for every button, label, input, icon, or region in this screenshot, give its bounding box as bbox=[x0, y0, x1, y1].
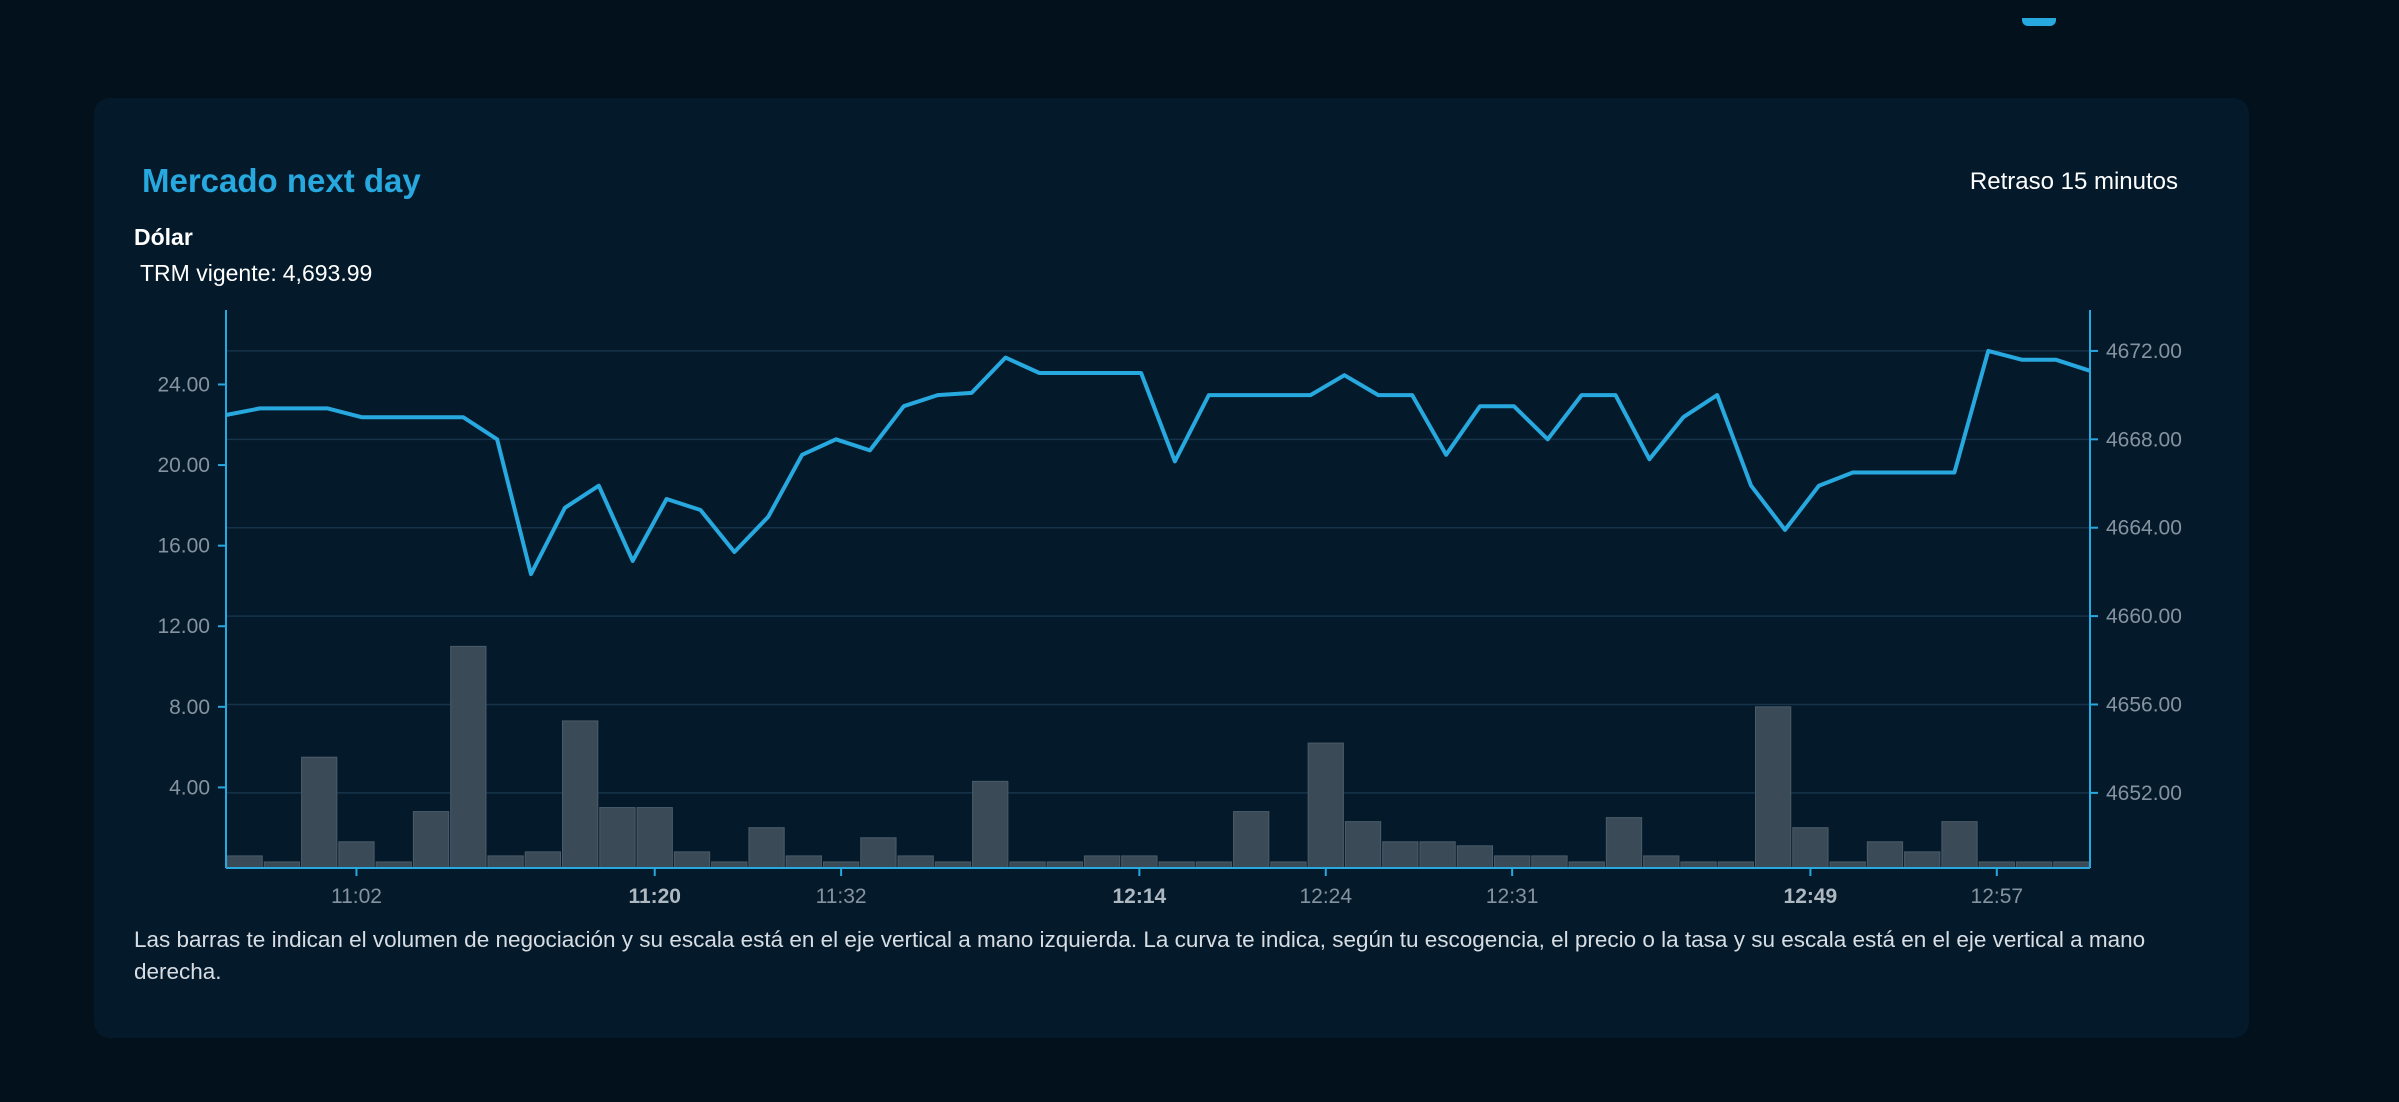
left-tick-label: 16.00 bbox=[157, 535, 210, 558]
volume-bar bbox=[748, 827, 785, 869]
volume-bar bbox=[1643, 855, 1680, 869]
volume-bar bbox=[1419, 841, 1456, 869]
volume-bar bbox=[1307, 742, 1344, 869]
volume-bar bbox=[301, 756, 338, 869]
chart-footnote: Las barras te indican el volumen de nego… bbox=[134, 927, 2146, 984]
volume-bar bbox=[673, 851, 711, 869]
right-tick-label: 4668.00 bbox=[2106, 428, 2182, 451]
volume-bar bbox=[450, 645, 487, 869]
x-tick-label: 11:32 bbox=[816, 885, 867, 903]
volume-bar bbox=[1754, 706, 1792, 869]
volume-bar bbox=[524, 851, 562, 869]
x-tick-label: 12:31 bbox=[1486, 885, 1539, 903]
axes bbox=[225, 310, 2091, 869]
left-axis-ticks: 4.00 8.00 12.00 16.00 20.00 24.00 bbox=[157, 373, 226, 799]
volume-bar bbox=[636, 807, 673, 869]
volume-bar bbox=[1866, 841, 1904, 869]
x-tick-label: 12:49 bbox=[1784, 885, 1838, 903]
left-tick-label: 20.00 bbox=[157, 454, 210, 477]
right-tick-label: 4672.00 bbox=[2106, 340, 2182, 363]
right-axis-ticks: 4652.00 4656.00 4660.00 4664.00 4668.00 4672.… bbox=[2090, 340, 2182, 805]
volume-bar bbox=[1531, 855, 1568, 869]
x-tick-label: 11:02 bbox=[331, 885, 382, 903]
right-tick-label: 4664.00 bbox=[2106, 517, 2182, 540]
right-tick-label: 4652.00 bbox=[2106, 782, 2182, 805]
trm-label: TRM vigente: bbox=[140, 260, 277, 286]
volume-bar bbox=[1456, 845, 1494, 869]
x-tick-label: 11:20 bbox=[628, 885, 681, 903]
x-tick-label: 12:24 bbox=[1299, 885, 1352, 903]
asset-name: Dólar bbox=[134, 224, 193, 250]
volume-bar bbox=[1941, 821, 1978, 869]
volume-bar bbox=[487, 855, 524, 869]
volume-bar bbox=[338, 841, 375, 869]
volume-bar bbox=[1605, 817, 1643, 869]
right-tick-label: 4656.00 bbox=[2106, 693, 2182, 716]
trm-line: TRM vigente: 4,693.99 bbox=[134, 260, 372, 287]
top-indicator bbox=[2022, 18, 2056, 26]
volume-bar bbox=[1382, 841, 1419, 869]
x-tick-label: 12:57 bbox=[1971, 885, 2024, 903]
volume-bar bbox=[562, 720, 599, 869]
left-tick-label: 8.00 bbox=[169, 696, 210, 719]
volume-bar bbox=[1083, 855, 1121, 869]
card-title: Mercado next day bbox=[142, 162, 421, 199]
volume-bar bbox=[1121, 855, 1158, 869]
volume-price-chart: 4.00 8.00 12.00 16.00 20.00 24.00 4652.00 4656… bbox=[157, 310, 2182, 903]
left-tick-label: 24.00 bbox=[157, 373, 210, 396]
volume-bar bbox=[412, 811, 450, 869]
volume-bar bbox=[599, 807, 636, 869]
volume-bar bbox=[1494, 855, 1531, 869]
volume-bars bbox=[226, 645, 2090, 869]
trm-value: 4,693.99 bbox=[282, 260, 373, 286]
volume-bar bbox=[1792, 827, 1829, 869]
delay-label: Retraso 15 minutos bbox=[1969, 168, 2178, 195]
volume-bar bbox=[897, 855, 934, 869]
volume-bar bbox=[1344, 821, 1382, 869]
market-card: Mercado next day Retraso 15 minutos Dóla… bbox=[94, 98, 2249, 1038]
volume-bar bbox=[972, 780, 1009, 869]
left-tick-label: 12.00 bbox=[157, 615, 210, 638]
volume-bar bbox=[1904, 851, 1941, 869]
right-tick-label: 4660.00 bbox=[2106, 605, 2182, 628]
volume-bar bbox=[860, 837, 897, 869]
x-axis-ticks: 11:02 11:20 11:32 12:14 12:24 12:31 12:49 12:57 bbox=[331, 868, 2023, 903]
price-line bbox=[225, 348, 2091, 577]
volume-bar bbox=[1233, 811, 1270, 869]
left-tick-label: 4.00 bbox=[169, 776, 210, 799]
volume-bar bbox=[785, 855, 822, 869]
volume-bar bbox=[226, 855, 263, 869]
x-tick-label: 12:14 bbox=[1113, 885, 1167, 903]
